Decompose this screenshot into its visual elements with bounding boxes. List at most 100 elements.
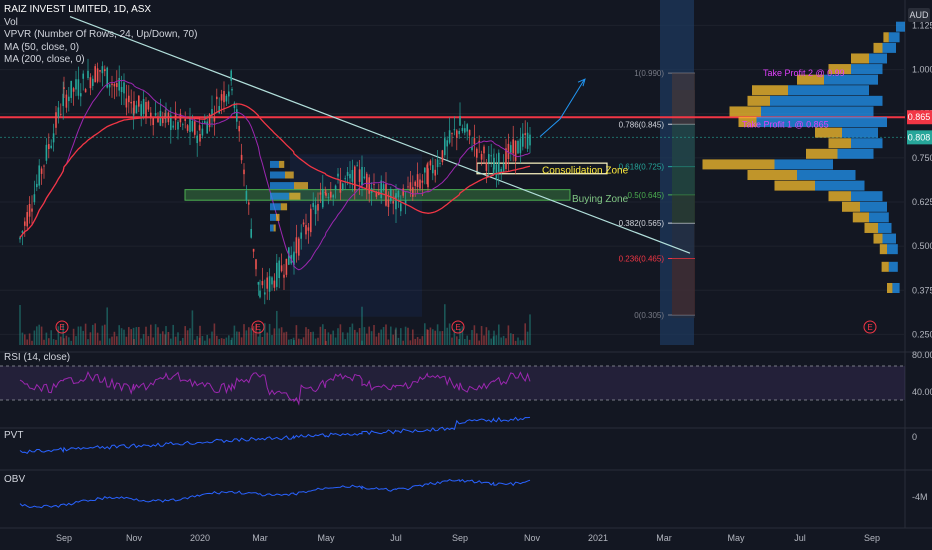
candle-body: [273, 280, 276, 288]
volume-bar: [170, 338, 172, 345]
candle-body: [28, 203, 31, 217]
volume-bar: [167, 331, 170, 345]
candle-body: [211, 109, 213, 115]
legend-ma200[interactable]: MA (200, close, 0): [4, 54, 85, 65]
volume-bar: [495, 335, 498, 345]
candle-body: [519, 138, 522, 154]
rsi-title[interactable]: RSI (14, close): [4, 352, 71, 363]
left-vpvr-up-1: [270, 171, 285, 179]
candle-body: [268, 276, 271, 292]
candle-body: [216, 96, 218, 100]
volume-bar: [356, 332, 358, 345]
earnings-marker-2: [451, 320, 465, 334]
volume-bar: [145, 326, 147, 345]
candle-body: [31, 208, 33, 212]
candle-body: [99, 70, 101, 72]
candle-body: [436, 159, 439, 168]
volume-bar: [132, 327, 135, 345]
candle-body: [380, 180, 382, 199]
volume-bar: [255, 323, 257, 345]
volume-bar: [128, 327, 130, 345]
high-price-text: 0.865: [908, 112, 931, 122]
candle-body: [342, 183, 344, 190]
candle-body: [128, 95, 130, 103]
volume-bar: [510, 333, 512, 345]
volume-bar: [448, 323, 451, 345]
volume-bar: [324, 329, 326, 345]
volume-bar: [84, 323, 87, 345]
vpvr-up-21: [887, 244, 898, 255]
volume-bar: [332, 330, 334, 345]
volume-bar: [370, 331, 373, 345]
earnings-marker-1: [251, 320, 265, 334]
candle-body: [140, 104, 142, 116]
volume-bar: [529, 314, 531, 345]
left-vpvr-up-3: [270, 192, 290, 200]
candle-body: [177, 121, 179, 130]
legend-volume[interactable]: Vol: [4, 16, 18, 28]
buying-zone: [184, 189, 571, 201]
vpvr-down-3: [851, 53, 869, 64]
price-tick-1: 1.000: [912, 65, 932, 75]
volume-bar: [397, 337, 400, 345]
volume-bar: [293, 340, 295, 345]
candle-body: [94, 66, 96, 83]
volume-bar: [92, 324, 94, 345]
candle-body: [476, 148, 478, 158]
volume-bar: [68, 337, 70, 345]
volume-bar: [218, 339, 220, 345]
candle-body: [174, 112, 177, 121]
volume-bar: [233, 325, 236, 345]
volume-bar: [488, 330, 490, 345]
candle-body: [305, 225, 307, 235]
buying-zone-label: Buying Zone: [572, 194, 629, 205]
legend-ma50[interactable]: MA (50, close, 0): [4, 41, 80, 53]
volume-bar: [99, 340, 101, 345]
volume-bar: [478, 340, 480, 345]
volume-bar: [174, 336, 177, 345]
candle-body: [480, 153, 483, 160]
candle-body: [70, 80, 72, 98]
volume-bar: [108, 338, 111, 345]
legend-vpvr[interactable]: VPVR (Number Of Rows, 24, Up/Down, 70): [4, 29, 198, 40]
vpvr-down-18: [852, 212, 869, 223]
earnings-marker-text-3: E: [867, 323, 872, 332]
take-profit-1-label: Take Profit 1 @ 0.865: [742, 119, 829, 129]
volume-bar: [522, 340, 524, 345]
vpvr-down-10: [815, 127, 842, 138]
candle-body: [96, 68, 99, 82]
candle-body: [414, 181, 416, 186]
volume-bar: [118, 325, 120, 345]
fib-label-6: 0(0.305): [634, 311, 664, 320]
candle-body: [278, 260, 280, 279]
candle-body: [133, 100, 135, 114]
rsi-tick-1: 40.00: [912, 387, 932, 397]
time-label-0: Sep: [56, 533, 72, 543]
pvt-title[interactable]: PVT: [4, 430, 24, 441]
candle-body: [427, 168, 429, 188]
candle-body: [189, 118, 191, 132]
volume-bar: [441, 331, 444, 345]
candle-body: [220, 94, 223, 101]
volume-bar: [236, 331, 238, 345]
candle-body: [407, 186, 409, 188]
candle-body: [419, 179, 421, 189]
volume-bar: [228, 335, 230, 345]
volume-bar: [493, 330, 495, 345]
volume-bar: [152, 337, 154, 345]
vpvr-down-14: [747, 170, 797, 180]
volume-bar: [106, 307, 108, 345]
volume-bar: [310, 332, 312, 345]
volume-bar: [480, 326, 483, 345]
left-vpvr-down-6: [273, 224, 276, 232]
candle-body: [461, 128, 464, 132]
vpvr-down-15: [774, 180, 815, 191]
volume-bar: [125, 336, 128, 345]
candle-body: [206, 121, 208, 134]
obv-title[interactable]: OBV: [4, 474, 26, 485]
range-box: [290, 154, 422, 317]
candle-body: [402, 188, 404, 196]
candle-body: [363, 176, 366, 179]
candle-body: [62, 93, 64, 107]
